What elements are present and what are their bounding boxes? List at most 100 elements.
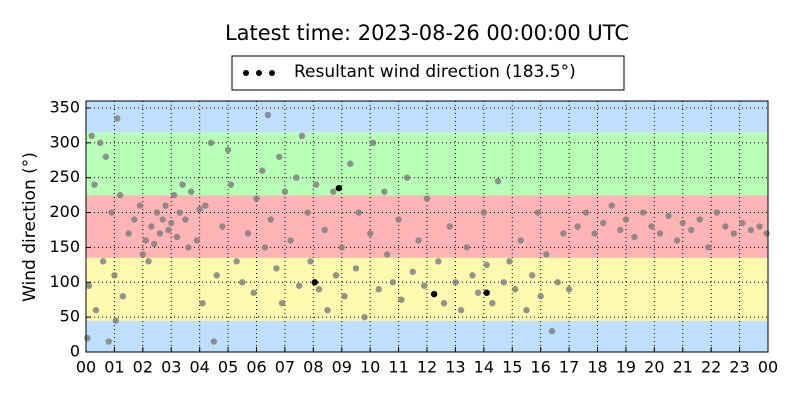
data-point <box>420 282 428 289</box>
data-point <box>739 219 746 227</box>
data-point <box>543 251 550 258</box>
data-point <box>528 272 536 279</box>
data-point <box>88 132 95 140</box>
data-point <box>210 338 218 345</box>
data-point <box>179 181 186 188</box>
x-tick-label: 05 <box>218 358 238 377</box>
data-point <box>91 181 98 188</box>
x-tick-label: 02 <box>133 358 153 377</box>
data-point <box>665 212 672 220</box>
data-point <box>99 258 107 265</box>
x-tick-label: 22 <box>701 358 721 377</box>
data-point <box>267 216 274 223</box>
data-point <box>324 306 331 314</box>
data-point <box>224 146 232 154</box>
data-point <box>182 216 189 223</box>
x-tick-label: 15 <box>502 358 522 377</box>
data-point <box>756 223 763 230</box>
data-point <box>295 282 303 289</box>
data-point <box>311 279 318 286</box>
data-point <box>193 237 201 244</box>
data-point <box>537 293 544 300</box>
data-point <box>489 299 496 307</box>
data-point <box>366 230 374 237</box>
x-tick-label: 13 <box>445 358 465 377</box>
data-point <box>253 195 260 202</box>
data-point <box>696 216 703 223</box>
x-tick-label: 20 <box>644 358 664 377</box>
data-point <box>278 299 286 307</box>
data-point <box>335 184 343 192</box>
data-point <box>332 272 340 279</box>
data-point <box>239 279 246 286</box>
data-point <box>688 226 695 234</box>
data-point <box>312 181 320 188</box>
data-point <box>170 191 178 199</box>
data-point <box>287 237 294 244</box>
data-point <box>673 237 681 244</box>
data-point <box>430 290 438 298</box>
data-point <box>446 223 453 230</box>
data-point <box>151 240 158 248</box>
data-point <box>617 226 624 234</box>
data-point <box>153 209 161 216</box>
data-point <box>159 216 166 223</box>
data-point <box>273 265 280 272</box>
data-point <box>631 233 638 241</box>
data-point <box>381 188 388 195</box>
data-point <box>250 289 257 296</box>
data-point <box>656 230 664 237</box>
data-point <box>384 251 391 258</box>
data-point <box>355 209 362 216</box>
data-point <box>114 115 121 122</box>
data-point <box>480 209 488 216</box>
y-tick-label: 100 <box>49 272 80 291</box>
data-point <box>361 313 368 321</box>
data-point <box>435 258 442 265</box>
data-point <box>85 282 93 289</box>
data-point <box>415 237 422 244</box>
data-point <box>315 286 323 293</box>
data-point <box>713 209 721 216</box>
data-point <box>298 132 306 140</box>
data-point <box>148 223 155 230</box>
x-tick-label: 07 <box>275 358 295 377</box>
x-tick-label: 17 <box>559 358 579 377</box>
data-point <box>213 272 220 279</box>
x-tick-label: 16 <box>530 358 550 377</box>
data-point <box>162 202 169 209</box>
data-point <box>469 272 476 279</box>
data-point <box>403 174 411 181</box>
data-point <box>423 195 431 202</box>
data-point <box>679 219 686 227</box>
data-point <box>338 244 345 251</box>
data-point <box>705 244 712 251</box>
data-point <box>409 268 416 276</box>
data-point <box>763 230 770 237</box>
data-point <box>261 244 269 251</box>
data-point <box>264 111 272 119</box>
y-tick-label: 150 <box>49 237 80 256</box>
y-tick-label: 0 <box>70 342 80 361</box>
data-point <box>554 279 561 286</box>
data-point <box>483 289 490 296</box>
x-tick-label: 00 <box>76 358 96 377</box>
data-point <box>730 230 738 237</box>
x-tick-label: 11 <box>388 358 408 377</box>
data-point <box>219 223 226 230</box>
data-point <box>463 244 470 251</box>
y-tick-label: 350 <box>49 97 80 116</box>
data-point <box>202 202 209 209</box>
data-point <box>511 286 519 293</box>
data-point <box>452 279 459 286</box>
data-point <box>440 299 448 307</box>
data-point <box>116 191 124 199</box>
x-tick-label: 23 <box>729 358 749 377</box>
y-axis-label: Wind direction (°) <box>20 152 40 302</box>
data-point <box>330 188 337 195</box>
x-tick-label: 00 <box>758 358 778 377</box>
data-point <box>97 139 104 147</box>
data-point <box>165 226 172 234</box>
data-point <box>176 209 183 216</box>
